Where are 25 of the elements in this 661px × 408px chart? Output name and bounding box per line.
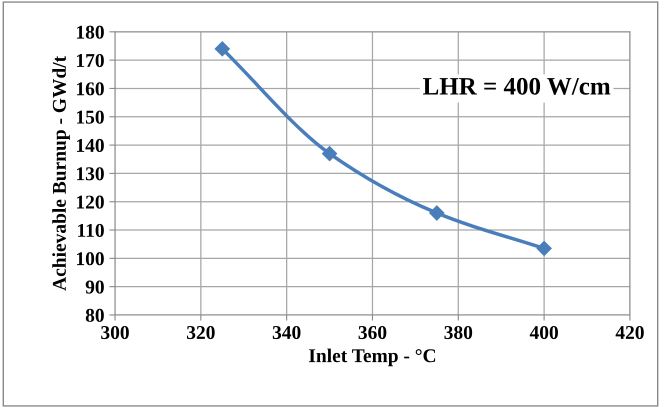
point (214, 41, 230, 56)
y-tick-label: 80 (86, 308, 104, 322)
x-tick-label: 320 (186, 326, 215, 340)
y-tick-label: 100 (76, 252, 104, 266)
y-tick-label: 150 (76, 110, 104, 124)
y-tick-label: 130 (76, 167, 104, 180)
y-tick-label: 180 (76, 26, 104, 39)
y-tick-label: 90 (86, 280, 104, 294)
y-tick-label: 120 (76, 196, 104, 209)
point (429, 205, 444, 221)
annotation: LHR = 400 W/cm (423, 78, 610, 95)
point (322, 146, 338, 162)
y-tick-label: 160 (76, 82, 104, 96)
y-axis-title: Achievable Burnup - GWd/t (52, 56, 70, 291)
x-tick-label: 380 (444, 326, 472, 340)
x-axis-title: Inlet Temp - °C (309, 348, 436, 366)
y-tick-label: 170 (76, 54, 104, 68)
x-tick-label: 360 (358, 326, 386, 340)
x-tick-label: 340 (272, 326, 300, 340)
y-tick-label: 140 (76, 138, 104, 152)
x-tick-label: 400 (530, 326, 558, 340)
y-tick-label: 110 (78, 224, 104, 237)
x-tick-label: 420 (616, 326, 644, 340)
point (536, 240, 552, 256)
x-tick-label: 300 (101, 326, 129, 340)
